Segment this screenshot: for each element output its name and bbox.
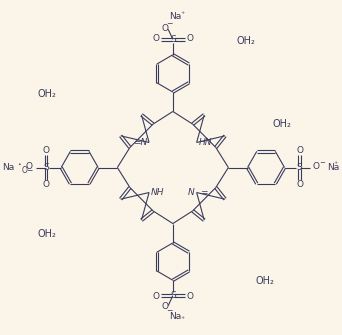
Text: O: O: [186, 34, 194, 43]
Text: =: =: [200, 188, 208, 197]
Text: OH₂: OH₂: [38, 89, 57, 99]
Text: Na: Na: [327, 163, 339, 172]
Text: S: S: [170, 35, 176, 44]
Text: ⁺: ⁺: [334, 160, 338, 169]
Text: S: S: [43, 163, 49, 172]
Text: OH₂: OH₂: [273, 119, 291, 129]
Text: O: O: [152, 34, 159, 43]
Text: ⁺: ⁺: [180, 9, 184, 18]
Text: S: S: [170, 291, 176, 300]
Text: −: −: [166, 307, 173, 316]
Text: Na: Na: [169, 313, 181, 322]
Text: O: O: [161, 302, 168, 311]
Text: O: O: [161, 24, 168, 33]
Text: =N: =N: [133, 138, 147, 147]
Text: OH₂: OH₂: [256, 276, 275, 286]
Text: OH₂: OH₂: [236, 36, 255, 46]
Text: O: O: [186, 292, 194, 301]
Text: O: O: [296, 146, 303, 155]
Text: Na: Na: [2, 163, 14, 172]
Text: Na: Na: [169, 12, 181, 21]
Text: −: −: [166, 19, 173, 28]
Text: −: −: [319, 160, 325, 166]
Text: ⁺: ⁺: [180, 315, 184, 324]
Text: O−: O−: [22, 166, 34, 175]
Text: S: S: [297, 163, 303, 172]
Text: HN: HN: [199, 138, 212, 147]
Text: N: N: [188, 188, 195, 197]
Text: O: O: [152, 292, 159, 301]
Text: NH: NH: [151, 188, 165, 197]
Text: O: O: [26, 162, 33, 171]
Text: OH₂: OH₂: [38, 229, 57, 239]
Text: O: O: [42, 146, 50, 155]
Text: •: •: [17, 162, 21, 167]
Text: O: O: [42, 180, 50, 189]
Text: O: O: [296, 180, 303, 189]
Text: O: O: [313, 162, 320, 171]
